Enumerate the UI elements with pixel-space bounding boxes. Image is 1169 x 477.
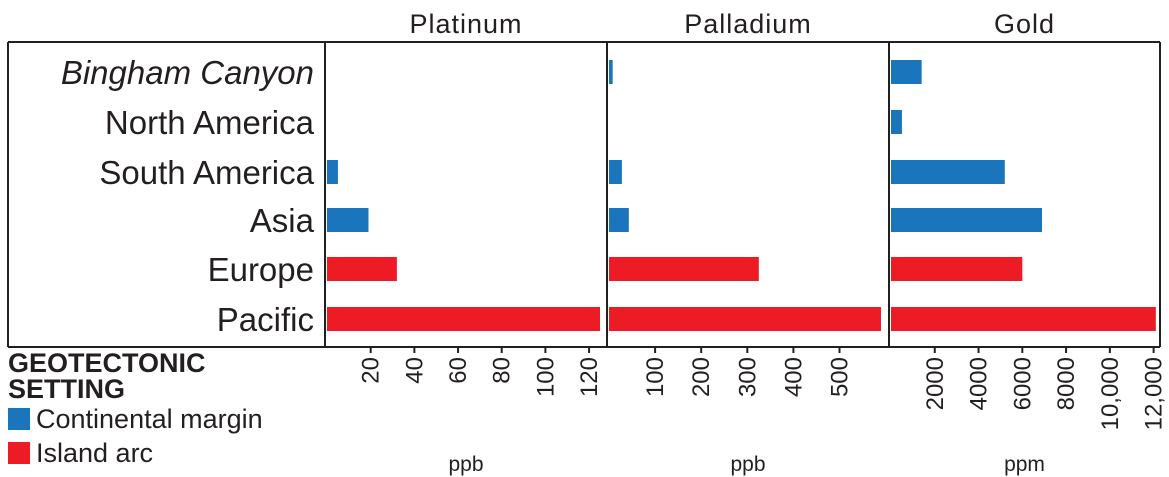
island-swatch: [8, 442, 30, 464]
category-label: Asia: [250, 202, 315, 239]
legend: GEOTECTONIC SETTING Continental margin I…: [8, 350, 318, 470]
tick-label: 120: [576, 357, 603, 397]
legend-label-continental-margin: Continental margin: [36, 404, 263, 434]
panel-title: Gold: [994, 9, 1055, 39]
category-label: Pacific: [217, 301, 314, 338]
category-label: Bingham Canyon: [61, 54, 314, 91]
bar: [609, 60, 613, 84]
bar: [609, 160, 622, 184]
bar: [327, 257, 397, 281]
unit-label: ppm: [1004, 453, 1045, 476]
continental-swatch: [8, 408, 30, 430]
tick-label: 100: [642, 357, 669, 397]
tick-label: 200: [688, 357, 715, 397]
bar: [891, 208, 1043, 232]
bar: [327, 160, 338, 184]
category-label: South America: [99, 154, 314, 191]
tick-label: 80: [489, 357, 516, 384]
legend-title: GEOTECTONIC SETTING: [8, 348, 206, 404]
bar: [891, 307, 1156, 331]
legend-label-island-arc: Island arc: [36, 438, 154, 468]
bar: [891, 257, 1023, 281]
legend-item-continental-margin: Continental margin: [8, 402, 318, 436]
bar: [609, 208, 629, 232]
panel-title: Palladium: [684, 9, 812, 39]
tick-label: 100: [532, 357, 559, 397]
tick-label: 20: [358, 357, 385, 384]
tick-label: 8000: [1053, 357, 1080, 410]
tick-label: 4000: [966, 357, 993, 410]
bar: [609, 307, 881, 331]
bar: [891, 160, 1005, 184]
tick-label: 40: [401, 357, 428, 384]
tick-label: 12,000: [1141, 357, 1168, 430]
unit-label: ppb: [730, 453, 765, 476]
tick-label: 60: [445, 357, 472, 384]
bar: [891, 110, 902, 134]
category-label: Europe: [208, 251, 314, 288]
tick-label: 2000: [922, 357, 949, 410]
bar: [327, 208, 369, 232]
panel-title: Platinum: [409, 9, 522, 39]
tick-label: 10,000: [1097, 357, 1124, 430]
tick-label: 300: [734, 357, 761, 397]
legend-item-island-arc: Island arc: [8, 436, 318, 470]
bar: [891, 60, 922, 84]
tick-label: 6000: [1009, 357, 1036, 410]
bar: [609, 257, 759, 281]
tick-label: 500: [827, 357, 854, 397]
category-label: North America: [105, 104, 315, 141]
tick-label: 400: [780, 357, 807, 397]
unit-label: ppb: [448, 453, 483, 476]
bar: [327, 307, 600, 331]
